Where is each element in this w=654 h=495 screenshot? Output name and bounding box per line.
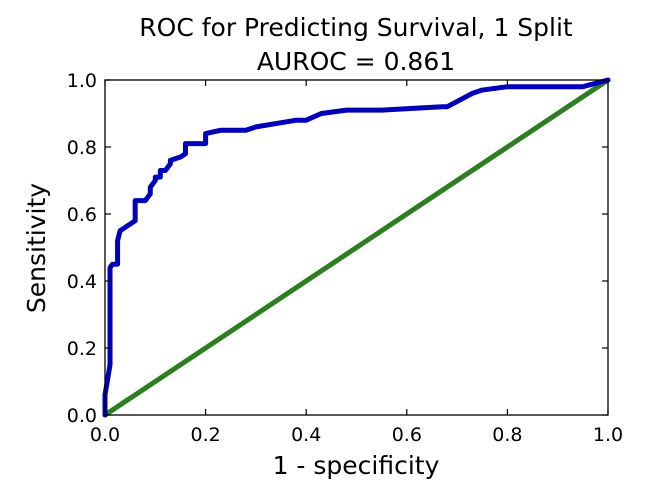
x-tick-label: 0.0 bbox=[90, 424, 120, 446]
x-tick-label: 0.8 bbox=[492, 424, 522, 446]
plot-area bbox=[102, 77, 611, 418]
roc-curve bbox=[102, 77, 611, 418]
x-axis-label: 1 - specificity bbox=[273, 451, 440, 480]
y-tick-label: 0.4 bbox=[67, 271, 97, 293]
y-tick-label: 1.0 bbox=[67, 70, 97, 92]
y-axis-label: Sensitivity bbox=[22, 183, 51, 313]
plot-frame bbox=[104, 79, 609, 416]
y-tick-label: 0.2 bbox=[67, 338, 97, 360]
y-tick-label: 0.0 bbox=[67, 405, 97, 427]
y-tick-label: 0.6 bbox=[67, 204, 97, 226]
x-axis: 0.0 0.2 0.4 0.6 0.8 1.0 bbox=[90, 80, 623, 446]
y-tick-label: 0.8 bbox=[67, 137, 97, 159]
x-tick-label: 0.4 bbox=[291, 424, 321, 446]
chart-title: ROC for Predicting Survival, 1 Split bbox=[139, 13, 573, 42]
x-tick-label: 0.2 bbox=[190, 424, 220, 446]
y-axis: 0.0 0.2 0.4 0.6 0.8 1.0 bbox=[67, 70, 608, 427]
x-tick-label: 1.0 bbox=[593, 424, 623, 446]
x-tick-label: 0.6 bbox=[392, 424, 422, 446]
chart-subtitle: AUROC = 0.861 bbox=[257, 47, 455, 76]
reference-line bbox=[102, 77, 611, 418]
